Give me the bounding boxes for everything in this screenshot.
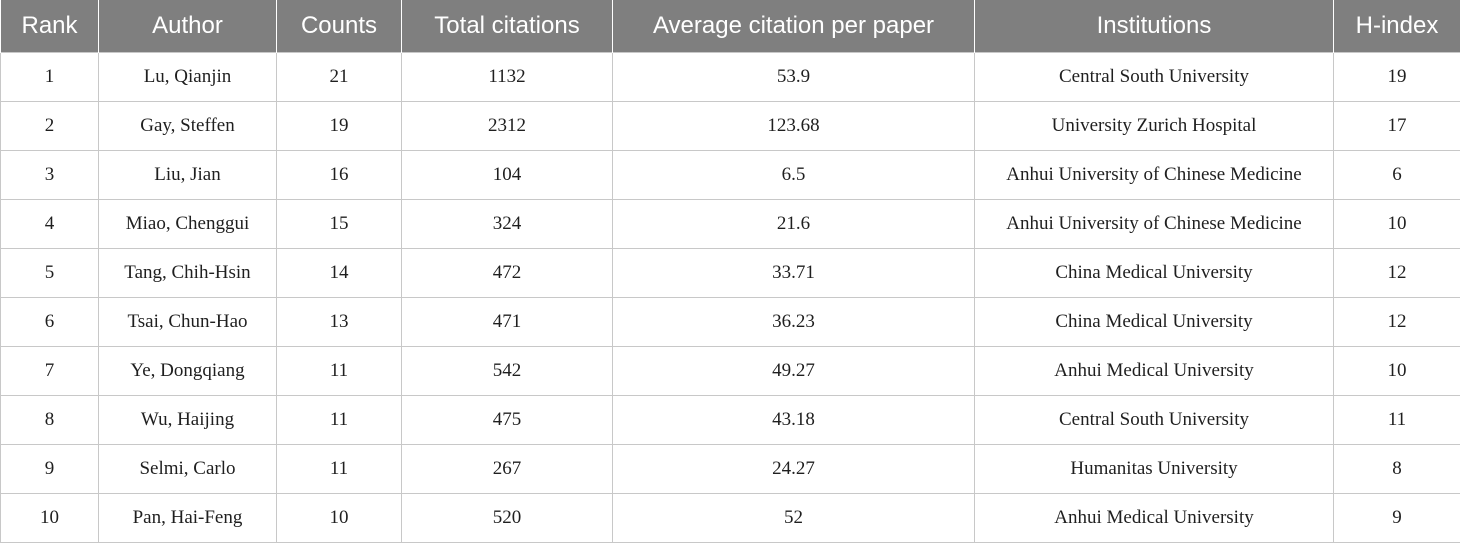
rank-cell: 3 — [1, 151, 99, 200]
counts-cell: 14 — [277, 249, 402, 298]
average-citation-cell: 33.71 — [613, 249, 975, 298]
counts-cell: 13 — [277, 298, 402, 347]
average-citation-cell: 6.5 — [613, 151, 975, 200]
counts-cell: 19 — [277, 102, 402, 151]
author-cell: Miao, Chenggui — [99, 200, 277, 249]
average-citation-cell: 52 — [613, 494, 975, 543]
h-index-cell: 19 — [1334, 53, 1460, 102]
h-index-cell: 12 — [1334, 249, 1460, 298]
counts-cell: 11 — [277, 396, 402, 445]
average-citation-cell: 36.23 — [613, 298, 975, 347]
h-index-cell: 10 — [1334, 200, 1460, 249]
counts-cell: 15 — [277, 200, 402, 249]
author-cell: Gay, Steffen — [99, 102, 277, 151]
institution-cell: China Medical University — [975, 298, 1334, 347]
header-row: Rank Author Counts Total citations Avera… — [1, 0, 1460, 53]
author-cell: Pan, Hai-Feng — [99, 494, 277, 543]
counts-cell: 11 — [277, 347, 402, 396]
institution-cell: Anhui Medical University — [975, 347, 1334, 396]
h-index-cell: 17 — [1334, 102, 1460, 151]
institution-cell: University Zurich Hospital — [975, 102, 1334, 151]
rank-cell: 8 — [1, 396, 99, 445]
institution-cell: China Medical University — [975, 249, 1334, 298]
header-total-citations: Total citations — [402, 0, 613, 53]
author-cell: Liu, Jian — [99, 151, 277, 200]
counts-cell: 16 — [277, 151, 402, 200]
average-citation-cell: 24.27 — [613, 445, 975, 494]
total-citations-cell: 475 — [402, 396, 613, 445]
author-cell: Wu, Haijing — [99, 396, 277, 445]
average-citation-cell: 53.9 — [613, 53, 975, 102]
total-citations-cell: 2312 — [402, 102, 613, 151]
counts-cell: 21 — [277, 53, 402, 102]
h-index-cell: 9 — [1334, 494, 1460, 543]
average-citation-cell: 49.27 — [613, 347, 975, 396]
institution-cell: Central South University — [975, 396, 1334, 445]
h-index-cell: 12 — [1334, 298, 1460, 347]
counts-cell: 11 — [277, 445, 402, 494]
total-citations-cell: 471 — [402, 298, 613, 347]
total-citations-cell: 472 — [402, 249, 613, 298]
author-cell: Ye, Dongqiang — [99, 347, 277, 396]
institution-cell: Anhui University of Chinese Medicine — [975, 200, 1334, 249]
header-h-index: H-index — [1334, 0, 1460, 53]
institution-cell: Humanitas University — [975, 445, 1334, 494]
author-cell: Tsai, Chun-Hao — [99, 298, 277, 347]
counts-cell: 10 — [277, 494, 402, 543]
total-citations-cell: 542 — [402, 347, 613, 396]
h-index-cell: 8 — [1334, 445, 1460, 494]
header-author: Author — [99, 0, 277, 53]
h-index-cell: 11 — [1334, 396, 1460, 445]
institution-cell: Anhui Medical University — [975, 494, 1334, 543]
total-citations-cell: 324 — [402, 200, 613, 249]
total-citations-cell: 1132 — [402, 53, 613, 102]
average-citation-cell: 21.6 — [613, 200, 975, 249]
h-index-cell: 6 — [1334, 151, 1460, 200]
rank-cell: 1 — [1, 53, 99, 102]
rank-cell: 7 — [1, 347, 99, 396]
total-citations-cell: 267 — [402, 445, 613, 494]
rank-cell: 4 — [1, 200, 99, 249]
institution-cell: Anhui University of Chinese Medicine — [975, 151, 1334, 200]
rank-cell: 10 — [1, 494, 99, 543]
total-citations-cell: 104 — [402, 151, 613, 200]
rank-cell: 9 — [1, 445, 99, 494]
header-institutions: Institutions — [975, 0, 1334, 53]
rank-cell: 6 — [1, 298, 99, 347]
author-cell: Lu, Qianjin — [99, 53, 277, 102]
average-citation-cell: 123.68 — [613, 102, 975, 151]
header-rank: Rank — [1, 0, 99, 53]
institution-cell: Central South University — [975, 53, 1334, 102]
rank-cell: 5 — [1, 249, 99, 298]
average-citation-cell: 43.18 — [613, 396, 975, 445]
rank-cell: 2 — [1, 102, 99, 151]
author-cell: Tang, Chih-Hsin — [99, 249, 277, 298]
header-counts: Counts — [277, 0, 402, 53]
author-cell: Selmi, Carlo — [99, 445, 277, 494]
h-index-cell: 10 — [1334, 347, 1460, 396]
header-average-citation: Average citation per paper — [613, 0, 975, 53]
total-citations-cell: 520 — [402, 494, 613, 543]
